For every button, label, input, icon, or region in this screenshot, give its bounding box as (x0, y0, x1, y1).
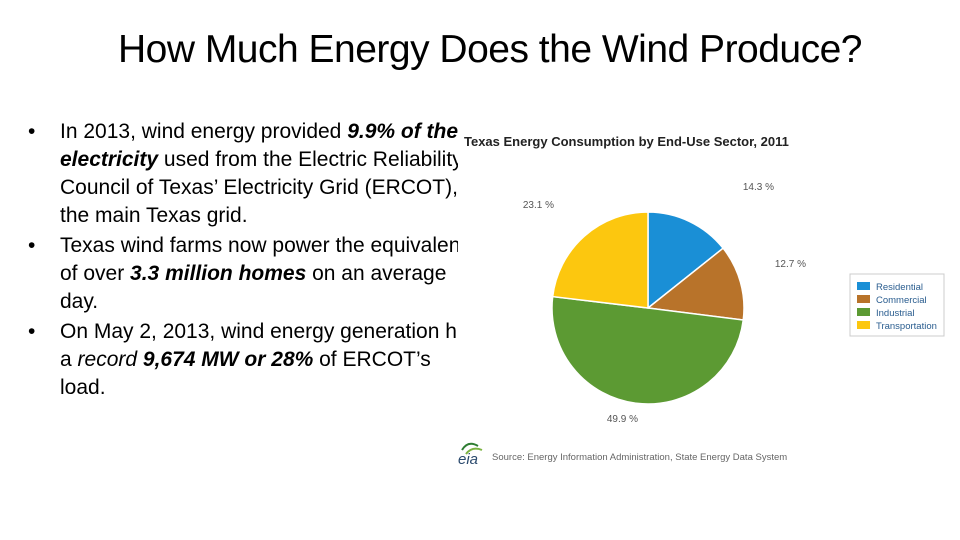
bullet-item: • On May 2, 2013, wind energy generation … (28, 318, 468, 402)
source-note: Source: Energy Information Administratio… (492, 452, 787, 463)
data-label-transportation: 23.1 % (523, 200, 554, 211)
legend-items: Residential Commercial Industrial Transport… (857, 282, 937, 332)
legend-swatch-transportation (857, 321, 870, 329)
pie-slice-commercial (646, 247, 745, 321)
pie-chart: Texas Energy Consumption by End-Use Sect… (458, 134, 945, 468)
bullet-text: In 2013, wind energy provided (60, 120, 348, 143)
data-label-industrial: 49.9 % (607, 414, 638, 425)
bullet-text: used from the Electric Reliability Counc… (60, 148, 463, 227)
source-row: eia Source: Energy Information Administr… (458, 442, 787, 468)
legend: Residential Commercial Industrial Transport… (849, 273, 945, 337)
slide-title: How Much Energy Does the Wind Produce? (117, 28, 863, 71)
bullet-text: 9.9% of the electricity (60, 120, 459, 171)
data-label-commercial: 12.7 % (775, 259, 806, 270)
pie-slice-transportation (551, 211, 649, 309)
bullet-marker: • (28, 120, 36, 143)
bullet-text: on an average day. (60, 262, 447, 313)
bullet-text: record (77, 348, 138, 371)
chart-panel: Texas Energy Consumption by End-Use Sect… (458, 122, 950, 472)
legend-label-transportation: Transportation (876, 321, 937, 332)
bullet-item: • Texas wind farms now power the equivale… (28, 232, 468, 316)
pie-data-labels: 14.3 % 12.7 % 49.9 % 23.1 % (523, 182, 806, 425)
bullet-text: On May 2, 2013, wind energy generation h… (60, 320, 468, 371)
bullet-marker: • (28, 320, 36, 343)
svg-text:eia: eia (458, 451, 478, 468)
legend-swatch-commercial (857, 295, 870, 303)
bullet-list: • In 2013, wind energy provided 9.9% of t… (28, 118, 468, 438)
bullet-text: 9,674 MW or 28% (142, 348, 314, 371)
legend-label-residential: Residential (876, 282, 923, 293)
bullet-text: Texas wind farms now power the equivalen… (60, 234, 467, 285)
legend-label-industrial: Industrial (876, 308, 915, 319)
legend-swatch-industrial (857, 308, 870, 316)
legend-label-commercial: Commercial (876, 295, 927, 306)
pie-slice-residential (647, 211, 725, 310)
legend-swatch-residential (857, 282, 870, 290)
bullet-text: of ERCOT’s load. (60, 348, 431, 399)
bullet-marker: • (28, 234, 36, 257)
data-label-residential: 14.3 % (743, 182, 774, 193)
bullet-item: • In 2013, wind energy provided 9.9% of t… (28, 118, 468, 230)
chart-title: Texas Energy Consumption by End-Use Sect… (464, 134, 789, 149)
bullet-text: 3.3 million homes (130, 262, 307, 285)
pie-slice-industrial (551, 295, 745, 405)
eia-logo: eia (458, 442, 483, 468)
pie-slices (551, 211, 745, 405)
